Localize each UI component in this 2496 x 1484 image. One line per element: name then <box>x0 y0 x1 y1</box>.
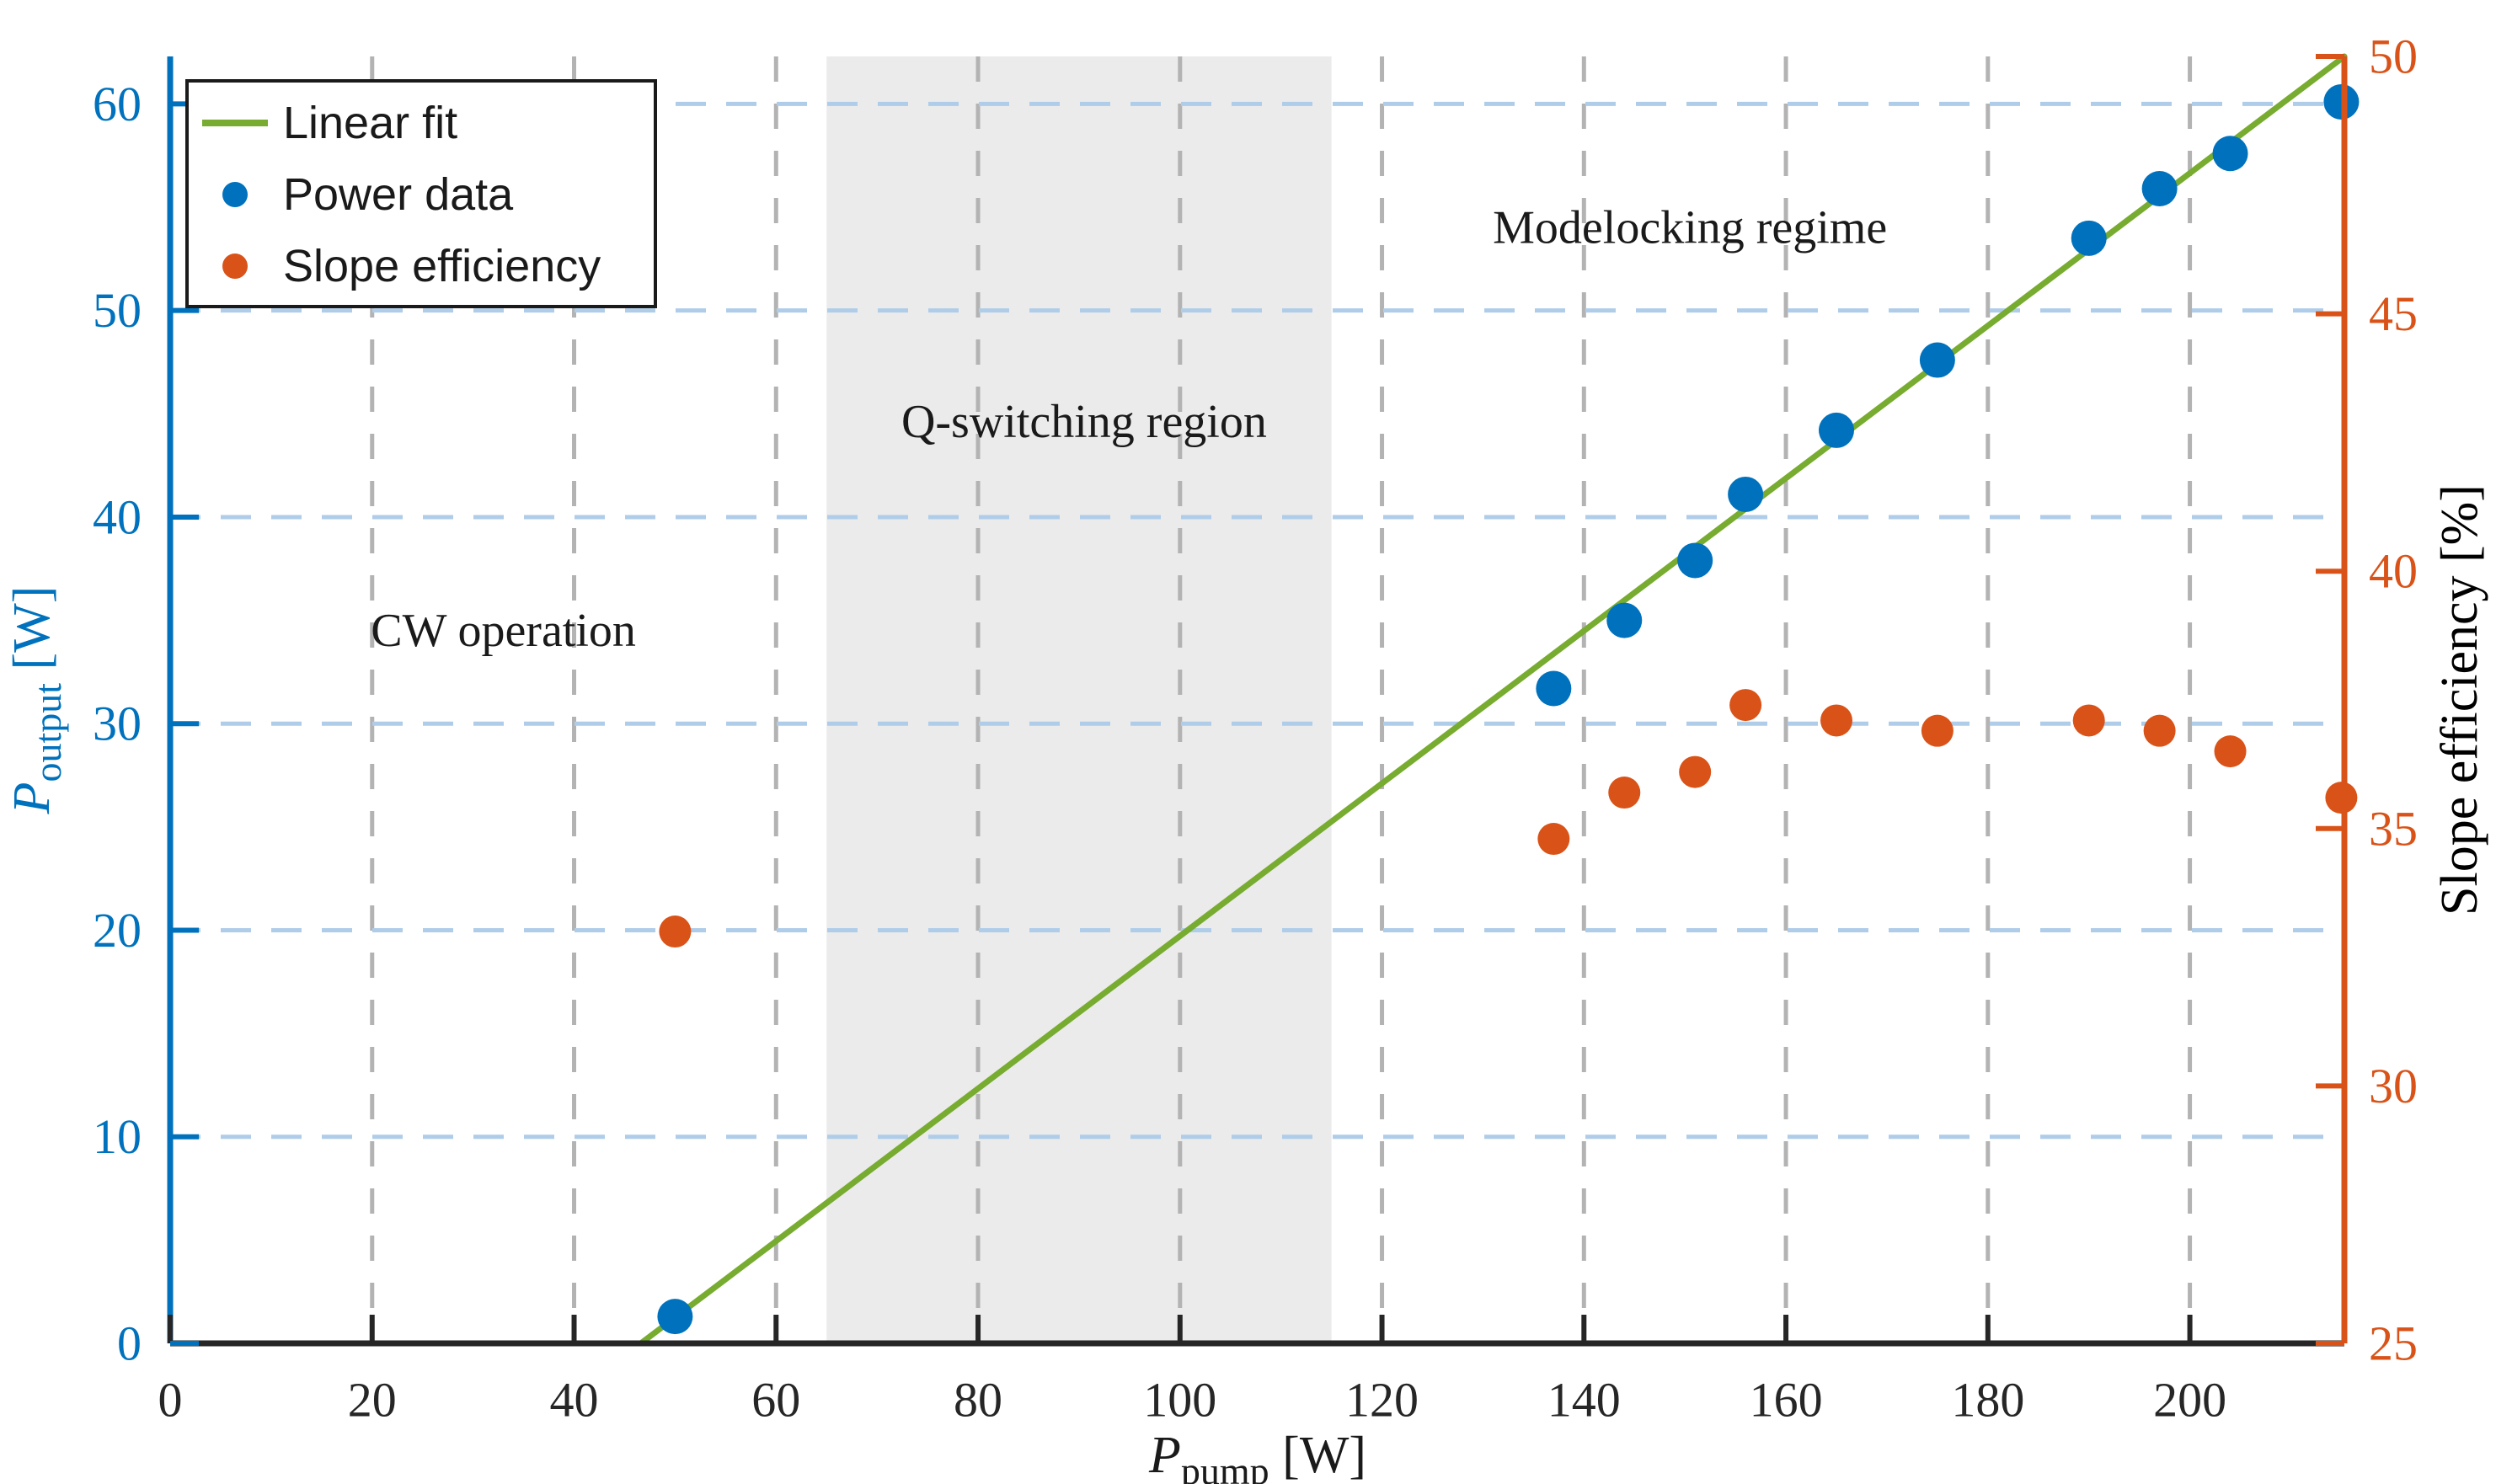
left-y-tick-label: 40 <box>93 489 142 544</box>
region-annotation: Modelocking regime <box>1493 202 1887 254</box>
slope-efficiency-point <box>1679 755 1712 788</box>
q-switching-band <box>826 56 1332 1343</box>
slope-efficiency-point <box>1820 704 1853 737</box>
right-y-tick-label: 35 <box>2369 801 2418 856</box>
slope-efficiency-point <box>1608 777 1641 809</box>
slope-efficiency-point <box>2072 704 2105 737</box>
power-data-point <box>2323 83 2360 120</box>
power-data-point <box>1536 670 1572 707</box>
left-y-axis-label: Poutput [W] <box>3 586 69 815</box>
power-data-point <box>1606 602 1643 638</box>
right-y-tick-label: 50 <box>2369 29 2418 84</box>
x-axis-label: Ppump [W] <box>1148 1427 1366 1484</box>
series-layer <box>638 53 2360 1347</box>
power-data-point <box>2071 220 2107 256</box>
left-y-tick-label: 0 <box>117 1316 142 1371</box>
legend-item: Power data <box>222 169 514 220</box>
slope-efficiency-point <box>1729 689 1762 722</box>
legend-item-label: Linear fit <box>283 98 457 148</box>
left-y-tick-label: 20 <box>93 903 142 958</box>
linear-fit-line <box>638 53 2348 1347</box>
slope-efficiency-point <box>2325 782 2358 814</box>
legend-item-label: Slope efficiency <box>283 241 601 291</box>
x-tick-label: 120 <box>1345 1373 1419 1428</box>
legend-dot-swatch <box>222 254 248 279</box>
power-data-point <box>657 1299 693 1335</box>
legend: Linear fit Power data Slope efficiency <box>185 79 657 308</box>
slope-efficiency-point <box>659 915 692 948</box>
right-y-axis-label: Slope efficiency [%] <box>2431 484 2488 915</box>
right-y-tick-label: 30 <box>2369 1059 2418 1113</box>
x-tick-label: 160 <box>1750 1373 1823 1428</box>
right-y-tick-label: 45 <box>2369 286 2418 341</box>
x-tick-label: 20 <box>348 1373 397 1428</box>
band-layer <box>826 56 1332 1343</box>
right-y-tick-label: 25 <box>2369 1316 2418 1371</box>
left-y-tick-label: 10 <box>93 1109 142 1164</box>
slope-efficiency-point <box>2143 714 2176 747</box>
left-y-tick-label: 30 <box>93 697 142 751</box>
legend-item: Linear fit <box>202 98 457 148</box>
legend-item: Slope efficiency <box>222 241 601 291</box>
power-data-point <box>2141 170 2178 206</box>
left-y-tick-label: 50 <box>93 283 142 338</box>
x-tick-label: 40 <box>550 1373 599 1428</box>
x-tick-label: 140 <box>1547 1373 1621 1428</box>
power-data-point <box>1677 542 1713 579</box>
x-tick-label: 60 <box>751 1373 800 1428</box>
x-tick-label: 100 <box>1143 1373 1216 1428</box>
power-data-point <box>1728 476 1764 512</box>
right-y-tick-label: 40 <box>2369 544 2418 599</box>
power-data-point <box>2212 136 2248 172</box>
x-tick-label: 0 <box>158 1373 183 1428</box>
x-tick-label: 180 <box>1951 1373 2024 1428</box>
left-y-tick-label: 60 <box>93 77 142 131</box>
region-annotation: Q-switching region <box>901 396 1267 448</box>
tick-label-layer: 0 20 40 60 80 100 120 140 160 180 200 0 10 20 30 40 50 60… <box>93 29 2418 1428</box>
power-data-point <box>1819 412 1855 448</box>
legend-box <box>185 79 657 308</box>
slope-efficiency-point <box>2214 735 2247 768</box>
legend-item-label: Power data <box>283 169 514 220</box>
x-tick-label: 80 <box>954 1373 1002 1428</box>
power-data-point <box>1919 342 1955 378</box>
slope-efficiency-point <box>1537 823 1570 856</box>
axis-label-layer: Slope efficiency [%] Ppump [W] Poutput [W… <box>3 484 2488 1484</box>
axes-layer <box>167 54 2348 1347</box>
legend-dot-swatch <box>222 182 248 207</box>
annotation-layer: CW operation Q-switching region Modelockin… <box>371 202 1887 657</box>
region-annotation: CW operation <box>371 605 636 657</box>
slope-efficiency-point <box>1921 714 1954 747</box>
x-tick-label: 200 <box>2153 1373 2226 1428</box>
